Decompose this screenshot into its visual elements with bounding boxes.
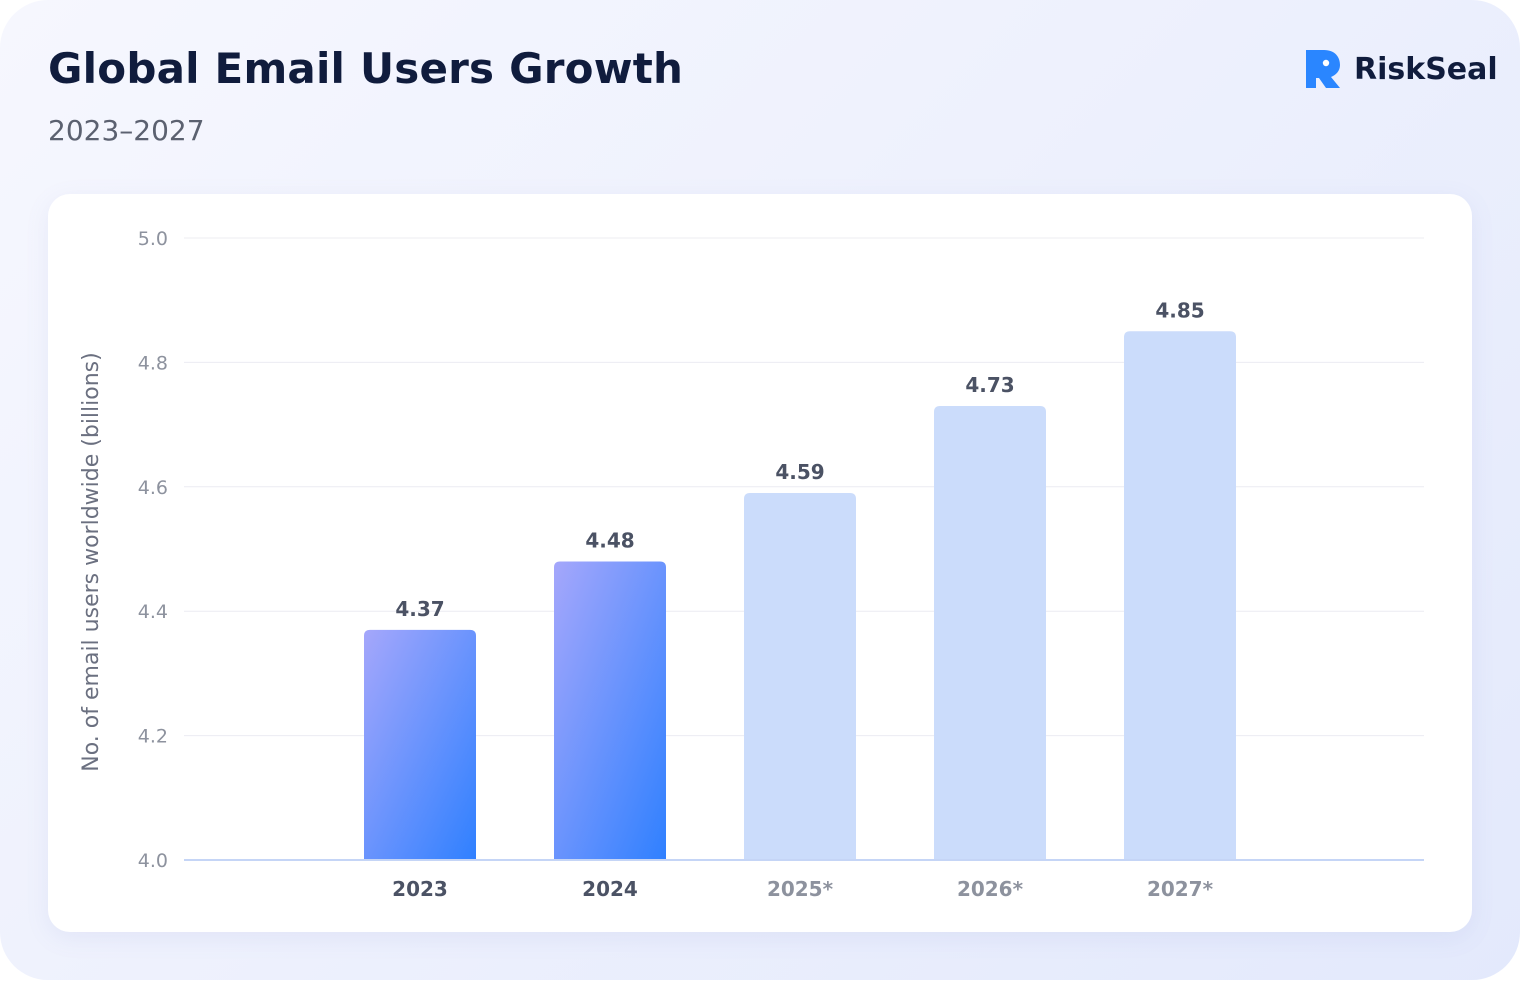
- page-title: Global Email Users Growth: [48, 44, 684, 93]
- bar-value-label: 4.85: [1155, 298, 1204, 322]
- chart-card: 4.0 4.2 4.4 4.6 4.8 5.0 No. of email users wo…: [48, 194, 1472, 932]
- y-tick-label: 5.0: [138, 228, 168, 250]
- bar-value-label: 4.73: [965, 373, 1014, 397]
- y-tick-label: 4.0: [138, 850, 168, 872]
- bar-2023: [364, 629, 476, 860]
- bar-value-label: 4.37: [395, 597, 444, 621]
- x-category-label: 2024: [582, 877, 638, 901]
- riskseal-logo-icon: [1306, 50, 1340, 88]
- y-tick-label: 4.4: [138, 601, 168, 623]
- y-tick-label: 4.2: [138, 726, 168, 748]
- x-axis-categories: 2023 2024 2025* 2026* 2027*: [392, 877, 1213, 901]
- bar-2025-forecast: [744, 493, 856, 860]
- bar-value-label: 4.59: [775, 460, 824, 484]
- bars: [364, 331, 1236, 860]
- bar-2027-forecast: [1124, 331, 1236, 860]
- x-category-label: 2026*: [957, 877, 1024, 901]
- value-labels: 4.37 4.48 4.59 4.73 4.85: [395, 298, 1204, 621]
- bar-2026-forecast: [934, 405, 1046, 860]
- brand-name: RiskSeal: [1354, 51, 1498, 87]
- y-tick-label: 4.6: [138, 477, 168, 499]
- page-subtitle: 2023–2027: [48, 114, 205, 147]
- x-category-label: 2025*: [767, 877, 834, 901]
- bar-2024: [554, 561, 666, 860]
- brand-logo: RiskSeal: [1302, 48, 1498, 90]
- x-category-label: 2023: [392, 877, 448, 901]
- y-tick-label: 4.8: [138, 352, 168, 374]
- y-axis-ticks: 4.0 4.2 4.4 4.6 4.8 5.0: [138, 228, 168, 872]
- y-axis-label: No. of email users worldwide (billions): [79, 352, 104, 771]
- bar-value-label: 4.48: [585, 528, 634, 552]
- x-category-label: 2027*: [1147, 877, 1214, 901]
- bar-chart: 4.0 4.2 4.4 4.6 4.8 5.0 No. of email users wo…: [79, 228, 1424, 901]
